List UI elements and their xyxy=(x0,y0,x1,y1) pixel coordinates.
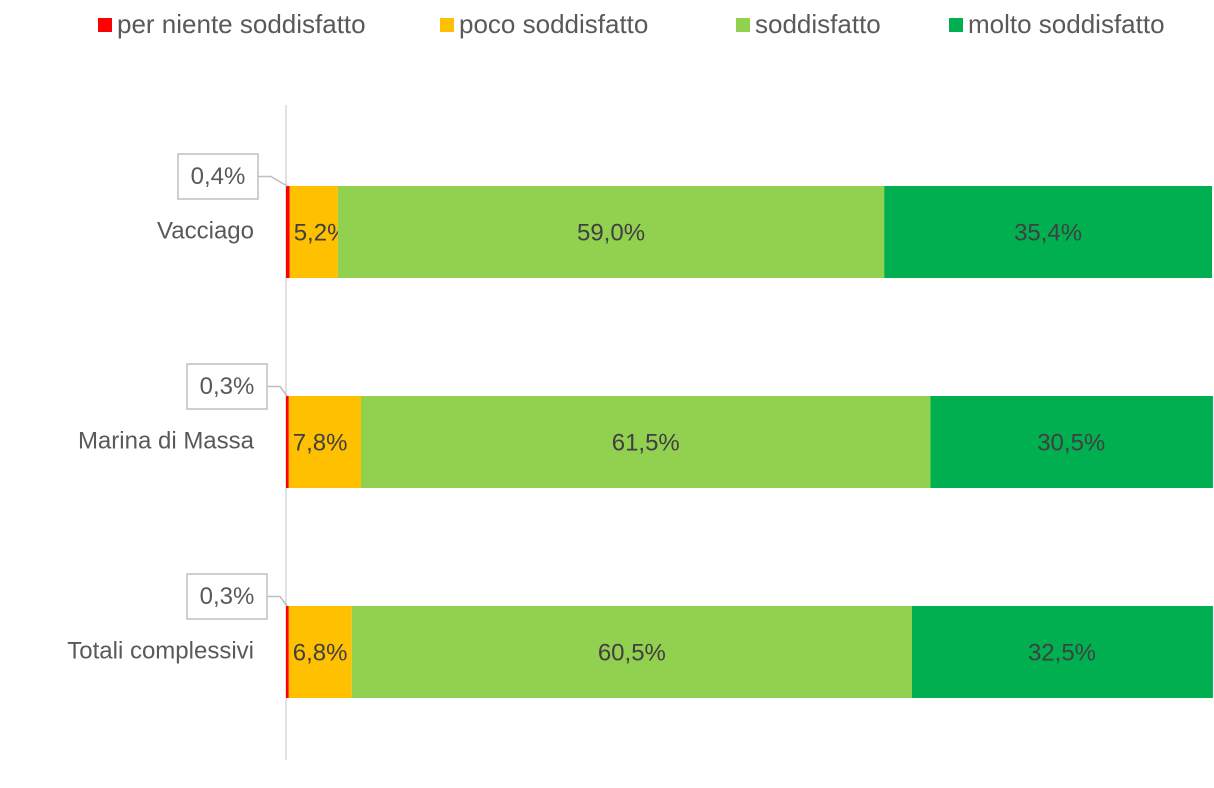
legend-label: molto soddisfatto xyxy=(968,9,1165,39)
category-label: Vacciago xyxy=(157,217,254,244)
category-label: Totali complessivi xyxy=(67,637,254,664)
data-label: 60,5% xyxy=(598,639,666,666)
legend-swatch xyxy=(440,18,454,32)
legend-swatch xyxy=(98,18,112,32)
legend-label: soddisfatto xyxy=(755,9,881,39)
legend-label: poco soddisfatto xyxy=(459,9,648,39)
legend-swatch xyxy=(949,18,963,32)
callout-box xyxy=(186,363,268,410)
data-label: 7,8% xyxy=(293,429,348,456)
data-label: 0,4% xyxy=(191,163,246,190)
data-label: 32,5% xyxy=(1028,639,1096,666)
data-label: 61,5% xyxy=(612,429,680,456)
data-label: 59,0% xyxy=(577,219,645,246)
bar-segment xyxy=(286,396,289,488)
callout-leader xyxy=(258,175,288,187)
bar-segment xyxy=(288,606,352,698)
data-label: 35,4% xyxy=(1014,219,1082,246)
bar-segment xyxy=(930,396,1213,488)
legend-swatch xyxy=(736,18,750,32)
data-label: 6,8% xyxy=(293,639,348,666)
bar-segment xyxy=(361,396,931,488)
bar-segment xyxy=(289,186,338,278)
callout-box xyxy=(186,573,268,620)
data-label: 0,3% xyxy=(200,583,255,610)
legend-label: per niente soddisfatto xyxy=(117,9,366,39)
bar-segment xyxy=(911,606,1213,698)
bar-segment xyxy=(884,186,1212,278)
bar-segment xyxy=(286,606,289,698)
callout-leader xyxy=(267,385,288,397)
bar-segment xyxy=(351,606,912,698)
bar-segment xyxy=(288,396,362,488)
bar-segment xyxy=(337,186,885,278)
data-label: 0,3% xyxy=(200,373,255,400)
callout-leader xyxy=(267,595,288,607)
bar-segment xyxy=(286,186,290,278)
category-label: Marina di Massa xyxy=(78,427,255,454)
data-label: 30,5% xyxy=(1037,429,1105,456)
